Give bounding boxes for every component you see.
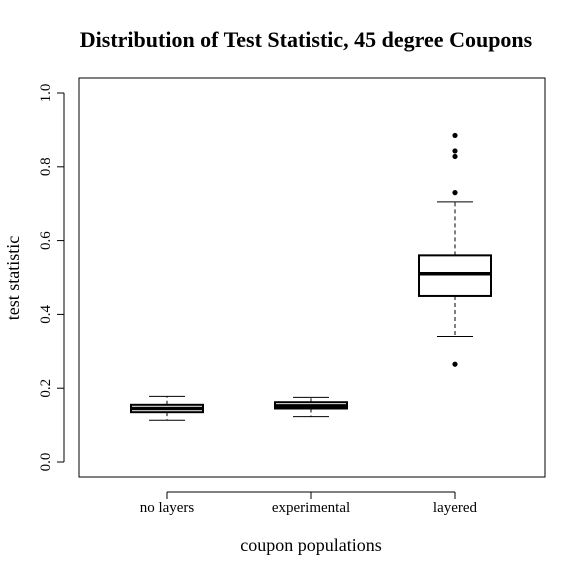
box-series: [130, 132, 492, 421]
box-no-layers: [130, 395, 204, 421]
x-axis: no layers experimental layered: [140, 491, 478, 516]
outlier-point: [452, 132, 458, 139]
outlier-point: [452, 148, 458, 154]
box-experimental: [274, 396, 348, 418]
y-tick-label: 0.8: [38, 157, 54, 176]
chart-title: Distribution of Test Statistic, 45 degre…: [80, 27, 533, 52]
box-layered: [418, 132, 492, 367]
y-axis: 0.0 0.2 0.4 0.6 0.8 1.0: [38, 84, 65, 472]
y-tick-label: 0.6: [38, 231, 54, 250]
y-axis-label: test statistic: [3, 236, 23, 321]
outlier-point: [452, 361, 458, 367]
x-tick-label: no layers: [140, 500, 195, 516]
outlier-point: [452, 190, 458, 196]
x-axis-label: coupon populations: [240, 535, 382, 555]
outlier-point: [452, 153, 458, 160]
x-tick-label: layered: [433, 500, 478, 516]
y-tick-label: 1.0: [38, 84, 54, 103]
y-tick-label: 0.4: [38, 305, 54, 324]
y-tick-label: 0.0: [38, 453, 54, 472]
plot-frame: [78, 77, 546, 478]
x-tick-label: experimental: [272, 500, 350, 516]
box-iqr: [418, 254, 492, 297]
y-tick-label: 0.2: [38, 379, 54, 398]
